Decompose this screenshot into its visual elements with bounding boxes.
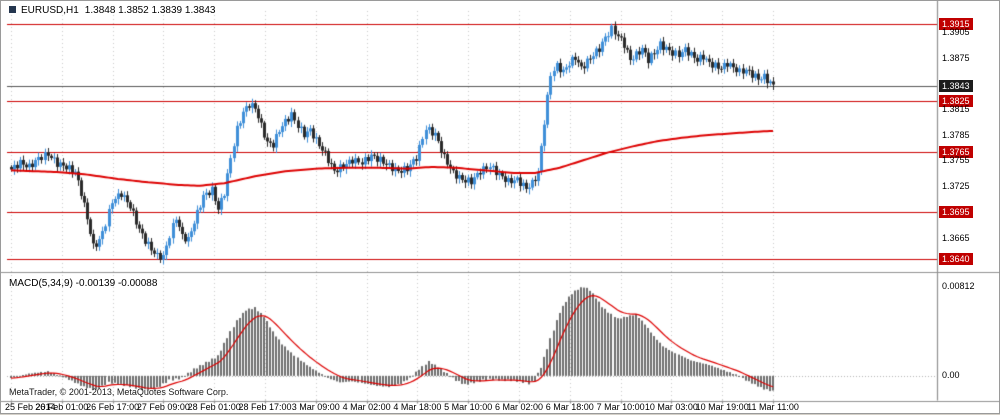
macd-indicator-label: MACD(5,34,9) -0.00139 -0.00088 bbox=[9, 278, 158, 289]
ohlc-values: 1.3848 1.3852 1.3839 1.3843 bbox=[84, 5, 216, 16]
price-level-tag: 1.3640 bbox=[939, 253, 973, 266]
price-level-tag: 1.3825 bbox=[939, 94, 973, 107]
price-level-tag: 1.3695 bbox=[939, 206, 973, 219]
price-axis-label: 1.3725 bbox=[942, 181, 970, 192]
time-axis-label: 4 Mar 18:00 bbox=[393, 402, 442, 412]
time-axis-label: 11 Mar 11:00 bbox=[747, 402, 799, 412]
chart-title: EURUSD,H1 1.3848 1.3852 1.3839 1.3843 bbox=[9, 5, 215, 16]
time-axis-label: 6 Mar 02:00 bbox=[494, 402, 544, 412]
price-axis-label: 1.3755 bbox=[942, 155, 970, 166]
time-axis-label: 5 Mar 10:00 bbox=[444, 402, 493, 412]
copyright-label: MetaTrader, © 2001-2013, MetaQuotes Soft… bbox=[9, 387, 229, 397]
price-level-tag: 1.3765 bbox=[939, 146, 973, 159]
time-axis-label: 3 Mar 09:00 bbox=[291, 402, 340, 412]
current-price-tag: 1.3843 bbox=[939, 79, 973, 92]
time-axis-label: 10 Mar 19:00 bbox=[695, 402, 749, 412]
price-axis-label: 1.3875 bbox=[942, 52, 970, 63]
time-axis-label: 4 Mar 02:00 bbox=[342, 402, 391, 412]
time-axis-label: 6 Mar 18:00 bbox=[545, 402, 594, 412]
price-axis-label: 1.3905 bbox=[942, 26, 970, 37]
macd-axis-label: 0.00 bbox=[942, 370, 960, 381]
time-axis-label: 27 Feb 09:00 bbox=[136, 402, 190, 412]
price-axis-label: 1.3785 bbox=[942, 129, 970, 140]
symbol-square-icon bbox=[9, 6, 16, 13]
time-axis-label: 26 Feb 01:00 bbox=[35, 402, 89, 412]
time-axis-label: 10 Mar 03:00 bbox=[644, 402, 698, 412]
time-axis-label: 28 Feb 17:00 bbox=[238, 402, 292, 412]
time-axis-label: 25 Feb 2014 bbox=[5, 402, 56, 412]
macd-axis-label: 0.00812 bbox=[942, 281, 975, 292]
time-axis-label: 28 Feb 01:00 bbox=[187, 402, 241, 412]
price-level-tag: 1.3915 bbox=[939, 17, 973, 30]
time-axis-label: 7 Mar 10:00 bbox=[596, 402, 645, 412]
price-axis-label: 1.3665 bbox=[942, 232, 970, 243]
price-axis-label: 1.3815 bbox=[942, 104, 970, 115]
time-axis-label: 26 Feb 17:00 bbox=[86, 402, 140, 412]
symbol-period-label: EURUSD,H1 bbox=[21, 5, 79, 16]
